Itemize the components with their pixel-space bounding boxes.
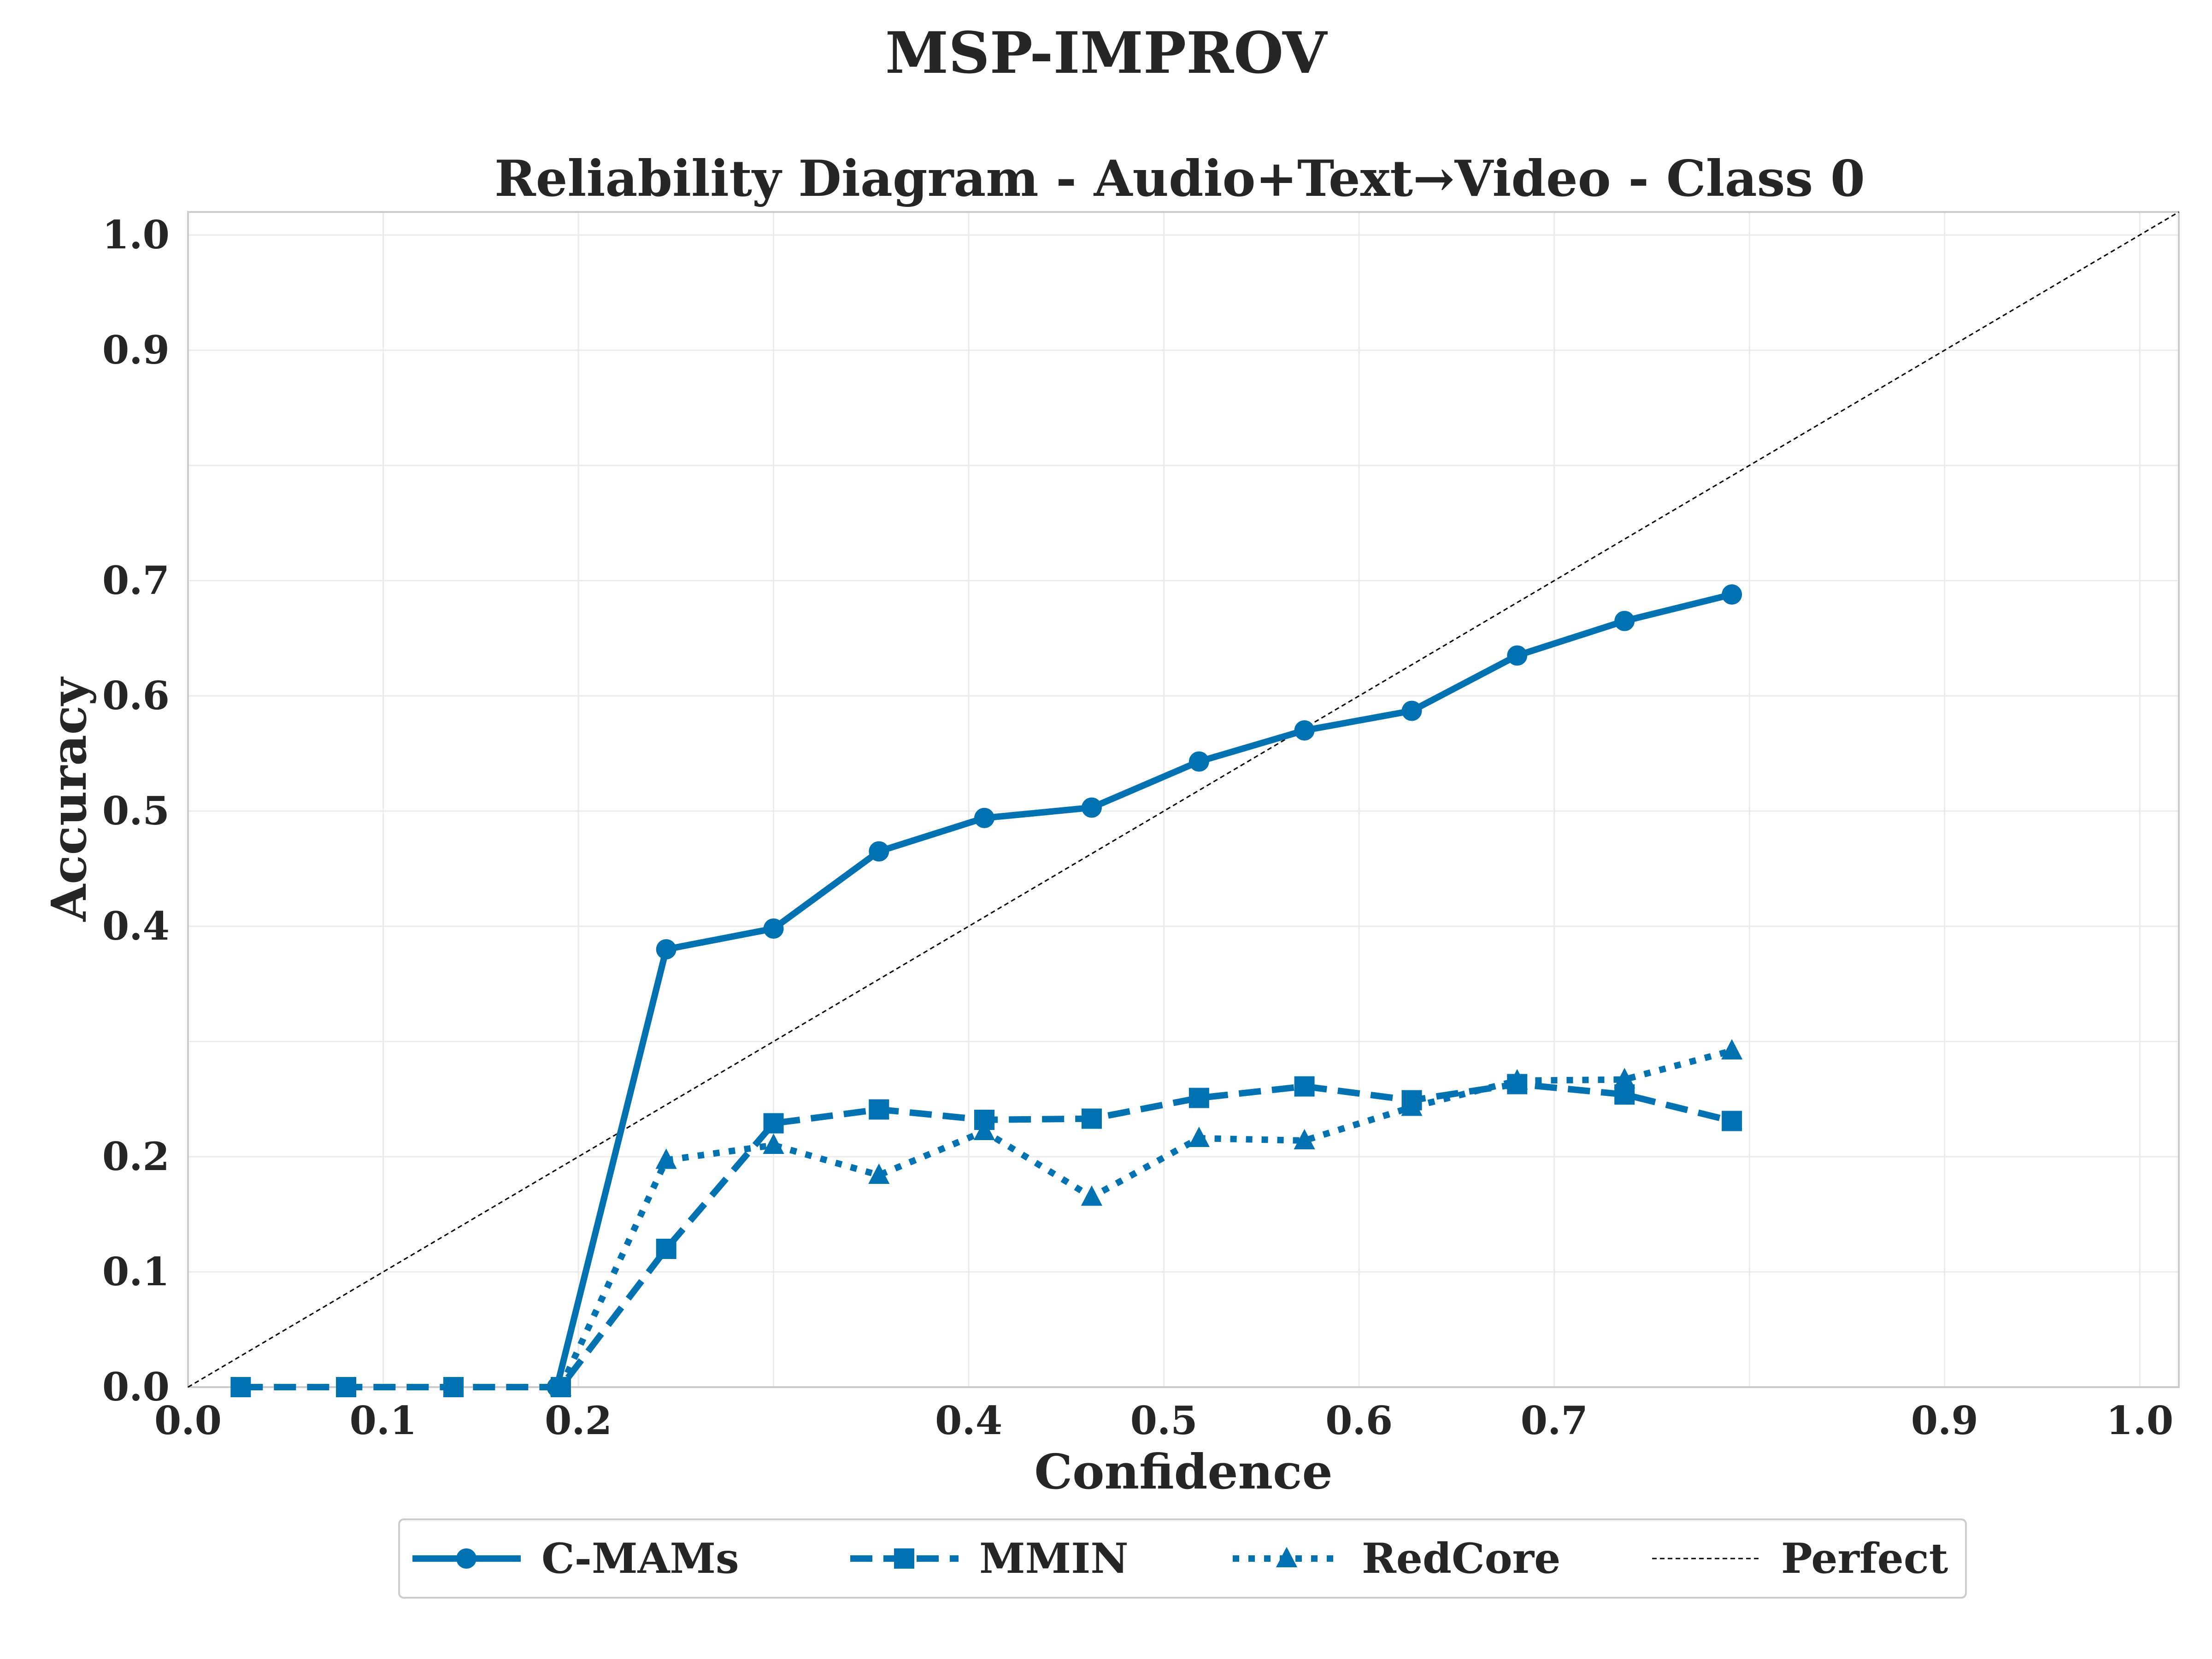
point-marker <box>1401 1090 1422 1111</box>
point-marker <box>1081 1185 1103 1206</box>
point-marker <box>974 1110 994 1130</box>
point-marker <box>1294 720 1315 741</box>
x-tick-label: 0.7 <box>1521 1398 1588 1443</box>
point-marker <box>894 1548 914 1569</box>
series-perfect <box>188 211 2179 1388</box>
legend-label: MMIN <box>979 1534 1129 1583</box>
x-axis-ticks: 0.0 0.1 0.2 0.4 0.5 0.6 0.7 0.9 1.0 <box>154 1398 2173 1443</box>
point-marker <box>1722 584 1742 605</box>
point-marker <box>1721 1039 1743 1059</box>
legend-label: C-MAMs <box>541 1534 739 1583</box>
point-marker <box>1722 1111 1742 1131</box>
x-tick-label: 0.9 <box>1911 1398 1978 1443</box>
y-tick-label: 0.2 <box>102 1134 170 1179</box>
point-marker <box>869 841 889 862</box>
y-tick-label: 0.1 <box>102 1249 170 1294</box>
series-line <box>558 1047 1733 1388</box>
legend-entry: C-MAMs <box>412 1534 739 1583</box>
series-c-mams <box>547 584 1742 1397</box>
plot-frame <box>187 211 2180 1388</box>
series-mmin <box>230 1074 1742 1397</box>
y-tick-label: 0.5 <box>102 788 170 834</box>
point-marker <box>1276 1547 1298 1567</box>
x-tick-label: 0.5 <box>1130 1398 1198 1443</box>
legend-entry: RedCore <box>1233 1534 1560 1583</box>
series-redcore <box>550 1039 1743 1396</box>
point-marker <box>1188 751 1209 772</box>
legend-entry: Perfect <box>1652 1534 1948 1583</box>
point-marker <box>1614 611 1635 631</box>
point-marker <box>1507 645 1528 666</box>
x-axis-label: Confidence <box>1034 1443 1332 1500</box>
point-marker <box>1401 700 1422 721</box>
x-tick-label: 0.0 <box>154 1398 222 1443</box>
point-marker <box>869 1099 889 1120</box>
legend-entry: MMIN <box>850 1534 1129 1583</box>
x-tick-label: 0.6 <box>1325 1398 1393 1443</box>
point-marker <box>1188 1126 1210 1147</box>
legend-label: Perfect <box>1781 1534 1948 1583</box>
point-marker <box>1294 1129 1315 1149</box>
legend-box <box>398 1518 1967 1599</box>
point-marker <box>547 1377 567 1397</box>
y-tick-label: 0.7 <box>102 558 170 603</box>
point-marker <box>1507 1074 1528 1094</box>
point-marker <box>443 1377 464 1397</box>
x-tick-label: 0.1 <box>349 1398 417 1443</box>
y-tick-label: 0.0 <box>102 1364 170 1410</box>
point-marker <box>1081 1108 1102 1129</box>
point-marker <box>656 939 677 959</box>
point-marker <box>868 1163 890 1184</box>
y-tick-label: 0.4 <box>102 903 170 949</box>
y-tick-label: 1.0 <box>102 212 170 258</box>
y-tick-label: 0.9 <box>102 327 170 373</box>
x-tick-label: 0.4 <box>935 1398 1002 1443</box>
point-marker <box>763 1113 784 1134</box>
point-marker <box>974 808 994 828</box>
legend: C-MAMs MMIN RedCore Perfect <box>398 1518 1967 1599</box>
point-marker <box>1294 1076 1315 1097</box>
y-tick-label: 0.6 <box>102 673 170 718</box>
point-marker <box>1188 1088 1209 1108</box>
point-marker <box>763 918 784 939</box>
point-marker <box>1614 1084 1635 1105</box>
point-marker <box>456 1548 477 1569</box>
figure-title: MSP-IMPROV <box>885 20 1328 87</box>
point-marker <box>1614 1068 1635 1088</box>
series-line <box>553 591 1733 1388</box>
chart-title: Reliability Diagram - Audio+Text→Video -… <box>494 150 1865 208</box>
point-marker <box>1081 797 1102 818</box>
point-marker <box>655 1148 677 1169</box>
point-marker <box>656 1239 677 1259</box>
series-layer <box>188 211 2179 1397</box>
x-tick-label: 0.2 <box>545 1398 612 1443</box>
point-marker <box>230 1377 251 1397</box>
legend-label: RedCore <box>1362 1534 1560 1583</box>
y-axis-label: Accuracy <box>41 677 97 922</box>
point-marker <box>336 1377 357 1397</box>
point-marker <box>763 1133 784 1154</box>
y-axis-ticks: 0.0 0.1 0.2 0.4 0.5 0.6 0.7 0.9 1.0 <box>102 212 170 1410</box>
x-tick-label: 1.0 <box>2106 1398 2173 1443</box>
series-line <box>188 211 2179 1388</box>
